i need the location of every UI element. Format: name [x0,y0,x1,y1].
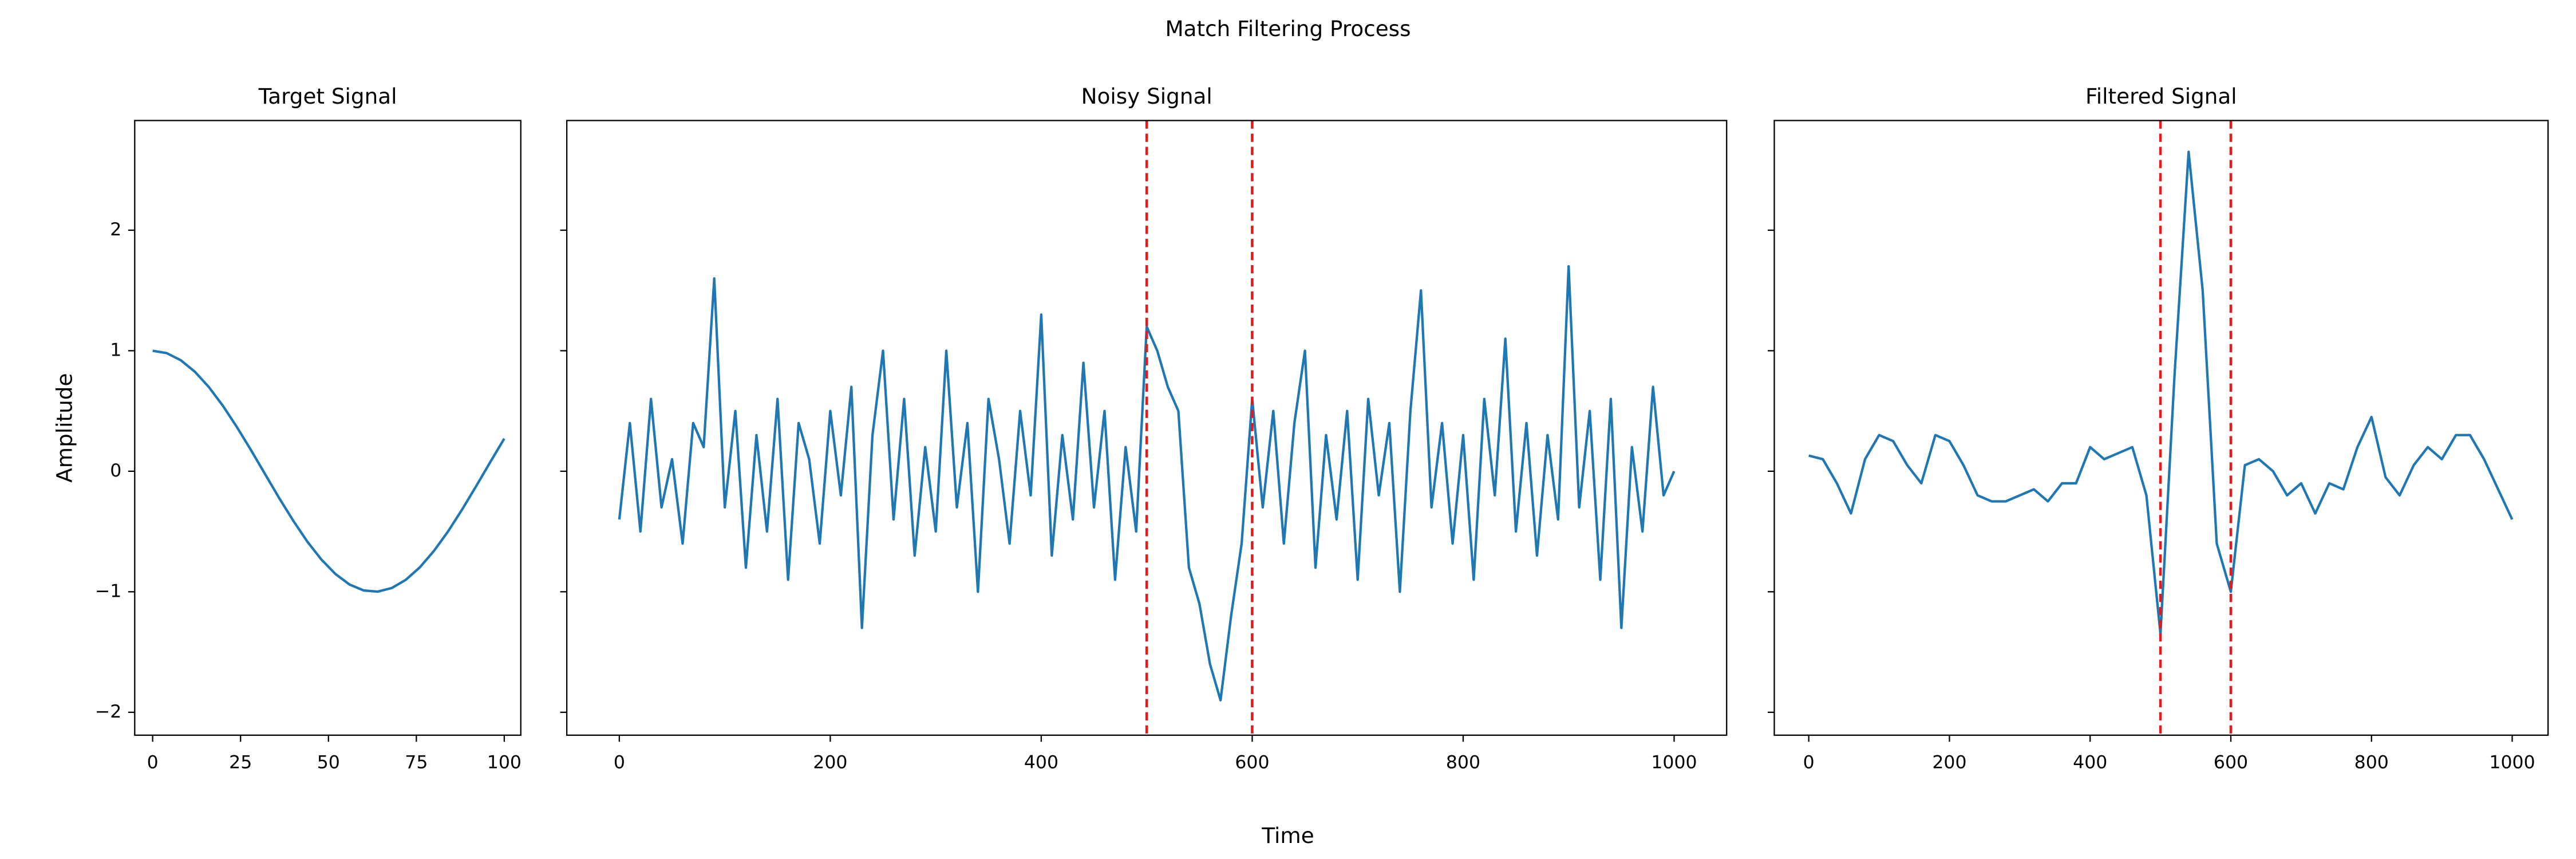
panel-title: Target Signal [258,84,397,109]
panel-title: Filtered Signal [2085,84,2237,109]
y-tick-label: −2 [95,702,122,722]
x-tick-label: 800 [1446,752,1480,773]
axes-frame [1773,120,2549,736]
x-tick-label: 1000 [2489,752,2535,773]
signal-line [152,349,505,593]
x-tick-label: 50 [317,752,340,773]
figure-title: Match Filtering Process [1165,16,1411,41]
x-tick-label: 200 [813,752,847,773]
x-tick-label: 400 [2073,752,2107,773]
y-tick-label: −1 [95,581,122,601]
x-tick-label: 0 [147,752,159,773]
x-tick-label: 1000 [1651,752,1697,773]
x-tick-label: 100 [487,752,521,773]
y-tick-label: 0 [110,460,121,481]
x-tick-label: 600 [1235,752,1269,773]
x-axis-label: Time [1261,823,1314,848]
x-tick-label: 200 [1932,752,1966,773]
x-tick-label: 800 [2354,752,2389,773]
panel-title: Noisy Signal [1081,84,1212,109]
y-tick-label: 2 [110,219,121,240]
x-tick-label: 400 [1024,752,1058,773]
x-tick-label: 0 [614,752,625,773]
y-tick-label: 1 [110,340,121,360]
x-tick-label: 25 [229,752,252,773]
x-tick-label: 75 [405,752,428,773]
axes-frame [566,120,1728,736]
x-tick-label: 600 [2214,752,2248,773]
x-tick-label: 0 [1803,752,1815,773]
axes-frame [134,120,521,736]
signal-line [618,265,1676,702]
y-axis-label: Amplitude [52,373,77,483]
